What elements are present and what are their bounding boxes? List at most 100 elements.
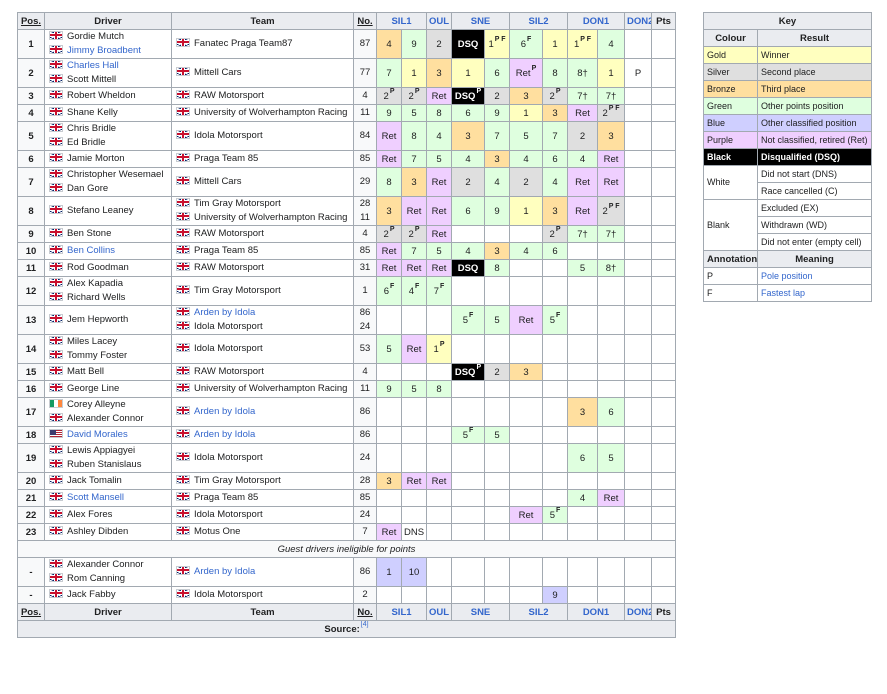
team-cell: Praga Team 85 bbox=[171, 489, 354, 507]
race-result-cell bbox=[624, 472, 653, 490]
race-result: P bbox=[634, 67, 642, 79]
driver-name[interactable]: Jimmy Broadbent bbox=[67, 45, 141, 56]
race-result-cell bbox=[451, 472, 485, 490]
source-ref[interactable]: [4] bbox=[360, 621, 369, 629]
col-round-sil2[interactable]: SIL2 bbox=[509, 12, 569, 30]
foot-round-don2[interactable]: DON2 bbox=[624, 603, 653, 621]
race-result: DNS bbox=[404, 526, 425, 538]
driver-name[interactable]: Ben Collins bbox=[67, 245, 116, 256]
driver-name[interactable]: David Morales bbox=[67, 429, 128, 440]
annotation-meaning[interactable]: Pole position bbox=[757, 267, 872, 285]
driver-entry: Alexander Connor bbox=[49, 412, 169, 426]
race-result-cell: 6 bbox=[542, 242, 569, 260]
race-result: Ret bbox=[603, 153, 619, 165]
foot-round-oul[interactable]: OUL bbox=[426, 603, 452, 621]
team-cell: Motus One bbox=[171, 523, 354, 541]
flag-icon bbox=[176, 428, 190, 438]
race-result: 7† bbox=[577, 228, 588, 240]
race-result: 2 bbox=[494, 90, 500, 102]
race-result-cell bbox=[509, 586, 544, 604]
foot-round-sil1[interactable]: SIL1 bbox=[376, 603, 427, 621]
standings-row: 20 Jack Tomalin Tim Gray Motorsport 28 3 Ret R… bbox=[17, 472, 677, 490]
col-round-sne[interactable]: SNE bbox=[450, 12, 511, 30]
race-result-cell bbox=[483, 472, 511, 490]
race-result: 6 bbox=[494, 67, 500, 79]
flag-icon bbox=[49, 73, 63, 83]
race-result-cell: 8 bbox=[542, 58, 569, 88]
team-name[interactable]: Arden by Idola bbox=[194, 566, 256, 577]
race-result-cell: Ret bbox=[401, 472, 427, 490]
driver-name: Jack Tomalin bbox=[67, 475, 122, 486]
race-result-cell: 7 bbox=[401, 150, 427, 168]
car-number: 85 bbox=[359, 492, 371, 503]
race-result-cell: 5F bbox=[542, 506, 569, 524]
race-result-cell bbox=[567, 586, 599, 604]
flag-icon bbox=[176, 261, 190, 271]
key-row: Silver Second place bbox=[703, 63, 872, 81]
foot-round-sne[interactable]: SNE bbox=[450, 603, 511, 621]
race-result: 6 bbox=[383, 285, 389, 297]
race-result-cell: 2 bbox=[426, 29, 452, 59]
race-result-cell bbox=[624, 586, 653, 604]
race-result-cell: 6F bbox=[509, 29, 544, 59]
col-round-oul[interactable]: OUL bbox=[426, 12, 452, 30]
race-result-cell: 4 bbox=[509, 242, 544, 260]
race-result: Ret bbox=[381, 130, 397, 142]
team-entry: Praga Team 85 bbox=[176, 152, 351, 166]
car-number-cell: 28 11 bbox=[353, 196, 377, 226]
key-row: Gold Winner bbox=[703, 46, 872, 64]
race-result: 5 bbox=[549, 509, 556, 521]
team-name[interactable]: Arden by Idola bbox=[194, 307, 256, 318]
team-name[interactable]: Arden by Idola bbox=[194, 429, 256, 440]
race-result-cell bbox=[451, 557, 485, 587]
foot-round-sil2[interactable]: SIL2 bbox=[509, 603, 569, 621]
flag-icon bbox=[176, 37, 190, 47]
driver-name: Chris Bridle bbox=[67, 123, 117, 134]
race-result-cell: 2P bbox=[542, 87, 569, 105]
driver-cell: Ashley Dibden bbox=[44, 523, 172, 541]
team-entry: Idola Motorsport bbox=[176, 320, 351, 334]
race-result-cell bbox=[376, 586, 402, 604]
standings-row: 14 Miles Lacey Tommy Foster Idola Motorspor… bbox=[17, 334, 677, 364]
annotation-meaning[interactable]: Fastest lap bbox=[757, 284, 872, 302]
race-result-cell bbox=[597, 506, 626, 524]
position-cell: 5 bbox=[17, 121, 45, 151]
team-name[interactable]: Arden by Idola bbox=[194, 406, 256, 417]
result-annotation: F bbox=[415, 283, 420, 291]
race-result-cell bbox=[567, 242, 599, 260]
race-result: 6 bbox=[608, 406, 614, 418]
race-result-cell bbox=[542, 380, 569, 398]
col-round-don1[interactable]: DON1 bbox=[567, 12, 626, 30]
driver-entry: Alex Kapadia bbox=[49, 277, 169, 292]
driver-name[interactable]: Scott Mansell bbox=[67, 492, 125, 503]
guest-divider-row: Guest drivers ineligible for points bbox=[16, 540, 677, 558]
race-result-cell bbox=[509, 380, 544, 398]
driver-entry: Ed Bridle bbox=[49, 136, 169, 150]
race-result-cell bbox=[542, 397, 569, 427]
foot-round-don1[interactable]: DON1 bbox=[567, 603, 626, 621]
race-result: 7† bbox=[605, 228, 617, 240]
position-cell: 7 bbox=[17, 167, 45, 197]
race-result-cell bbox=[624, 380, 653, 398]
position-cell: - bbox=[17, 557, 45, 587]
flag-icon bbox=[49, 474, 63, 484]
flag-icon bbox=[176, 175, 190, 185]
race-result-cell: 3 bbox=[376, 196, 402, 226]
flag-icon bbox=[176, 152, 190, 162]
race-result-cell bbox=[651, 167, 677, 197]
race-result: 4 bbox=[465, 153, 471, 165]
col-round-sil1[interactable]: SIL1 bbox=[376, 12, 427, 30]
race-result: Ret bbox=[406, 475, 422, 487]
position-cell: 17 bbox=[17, 397, 45, 427]
race-result-cell: P bbox=[624, 58, 653, 88]
race-result-cell bbox=[651, 334, 677, 364]
flag-icon bbox=[49, 59, 63, 69]
standings-row: 1 Gordie Mutch Jimmy Broadbent Fanatec Prag… bbox=[17, 29, 677, 59]
race-result-cell bbox=[426, 363, 452, 381]
race-result: 5 bbox=[549, 314, 556, 326]
col-round-don2[interactable]: DON2 bbox=[624, 12, 653, 30]
driver-entry: Corey Alleyne bbox=[49, 398, 169, 413]
driver-name[interactable]: Charles Hall bbox=[67, 60, 119, 71]
flag-icon bbox=[176, 365, 190, 375]
key-colour: Purple bbox=[703, 131, 758, 149]
